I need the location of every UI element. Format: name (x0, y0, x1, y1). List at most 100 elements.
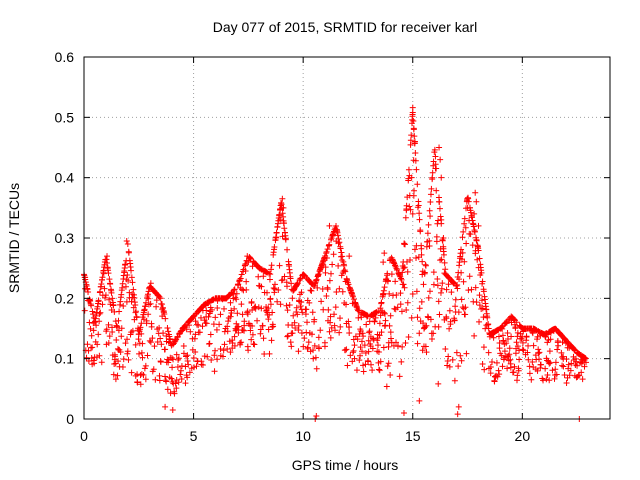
data-point (385, 360, 392, 367)
data-point (116, 308, 123, 315)
data-point (488, 358, 495, 365)
data-point (247, 327, 254, 334)
data-point (129, 327, 136, 334)
data-point (452, 303, 459, 310)
data-point (467, 231, 474, 238)
data-point (578, 369, 585, 376)
data-point (501, 348, 508, 355)
data-point (203, 320, 210, 327)
data-point (436, 205, 443, 212)
data-point (526, 363, 533, 370)
data-point (192, 348, 199, 355)
data-point (400, 265, 407, 272)
data-point (233, 290, 240, 297)
data-point (481, 366, 488, 373)
data-point (331, 311, 338, 318)
data-point (462, 311, 469, 318)
data-point (88, 332, 95, 339)
data-point (514, 372, 521, 379)
data-point (132, 372, 139, 379)
data-point (150, 366, 157, 373)
data-point (393, 339, 400, 346)
data-point (336, 285, 343, 292)
data-point (206, 340, 213, 347)
data-point (327, 334, 334, 341)
data-point (216, 321, 223, 328)
data-point (405, 334, 412, 341)
data-point (407, 137, 414, 144)
data-point (245, 347, 252, 354)
data-point (402, 241, 409, 248)
y-tick-label: 0.5 (55, 109, 75, 125)
data-point (165, 328, 172, 335)
data-point (287, 275, 294, 282)
data-point (326, 328, 333, 335)
data-point (376, 332, 383, 339)
data-point (404, 299, 411, 306)
data-point (546, 377, 553, 384)
data-point (104, 253, 111, 260)
data-point (402, 214, 409, 221)
data-point (162, 403, 169, 410)
data-point (513, 339, 520, 346)
data-point (327, 313, 334, 320)
data-point (270, 285, 277, 292)
data-point (175, 355, 182, 362)
data-point (462, 304, 469, 311)
data-point (295, 348, 302, 355)
data-point (540, 377, 547, 384)
data-point (433, 238, 440, 245)
data-point (107, 280, 114, 287)
data-point (221, 305, 228, 312)
data-point (199, 362, 206, 369)
data-point (336, 239, 343, 246)
data-point (493, 359, 500, 366)
data-point (93, 312, 100, 319)
data-point (327, 319, 334, 326)
x-axis-label: GPS time / hours (292, 457, 399, 473)
data-point (342, 347, 349, 354)
data-point (234, 310, 241, 317)
data-point (185, 361, 192, 368)
data-point (157, 359, 164, 366)
data-point (495, 333, 502, 340)
data-point (530, 342, 537, 349)
data-point (409, 210, 416, 217)
data-point (487, 370, 494, 377)
data-point (383, 383, 390, 390)
data-point (170, 356, 177, 363)
data-point (535, 350, 542, 357)
data-point (463, 350, 470, 357)
data-point (403, 258, 410, 265)
data-point (144, 352, 151, 359)
data-point (411, 187, 418, 194)
data-point (413, 288, 420, 295)
data-point (309, 331, 316, 338)
data-point (416, 210, 423, 217)
data-point (451, 317, 458, 324)
data-point (444, 362, 451, 369)
data-point (416, 216, 423, 223)
data-point (359, 348, 366, 355)
y-tick-label: 0.3 (55, 230, 75, 246)
data-point (323, 248, 330, 255)
data-point (316, 345, 323, 352)
data-point (109, 329, 116, 336)
data-point (273, 229, 280, 236)
data-point (418, 245, 425, 252)
data-point (403, 307, 410, 314)
data-point (455, 403, 462, 410)
data-point (536, 349, 543, 356)
data-point (338, 249, 345, 256)
data-point (128, 369, 135, 376)
data-point (312, 354, 319, 361)
data-point (245, 259, 252, 266)
data-point (277, 301, 284, 308)
data-point (412, 157, 419, 164)
data-point (197, 314, 204, 321)
data-point (136, 350, 143, 357)
data-point (91, 360, 98, 367)
data-point (211, 352, 218, 359)
data-point (234, 323, 241, 330)
data-point (566, 372, 573, 379)
